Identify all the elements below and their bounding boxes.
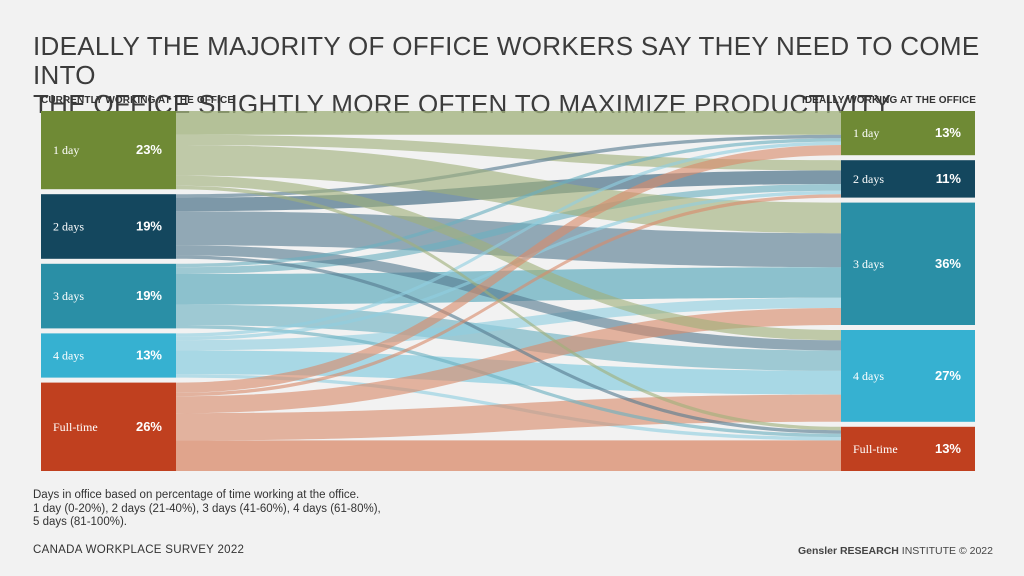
left-node-5: Full-time 26% [41,382,176,471]
footnote-line1: Days in office based on percentage of ti… [33,489,360,501]
left-node-bar [41,111,176,190]
right-node-label: Full-time [853,442,898,456]
right-node-label: 1 day [853,126,879,140]
left-node-1: 1 day 23% [41,111,176,190]
right-node-5: Full-time 13% [841,426,975,471]
brand-rest: INSTITUTE © 2022 [898,545,993,557]
right-node-bar [841,160,975,198]
right-node-4: 4 days 27% [841,330,975,422]
right-node-value: 13% [935,441,961,456]
right-node-value: 11% [936,171,962,186]
left-node-value: 13% [136,348,162,363]
flow-2-to-3 [176,304,841,371]
flow-0-to-3 [176,175,841,341]
flow-2-to-4 [176,325,841,437]
survey-label: CANADA WORKPLACE SURVEY 2022 [33,544,245,556]
left-node-3: 3 days 19% [41,263,176,329]
right-node-3: 3 days 36% [841,202,975,325]
right-node-label: 3 days [853,257,884,271]
right-node-2: 2 days 11% [841,160,975,198]
flow-2-to-0 [176,138,841,268]
right-node-label: 2 days [853,172,884,186]
node-layer: 1 day 23%2 days 19%3 days 19%4 days 13%Full-… [41,111,975,471]
right-node-value: 13% [935,125,961,140]
left-column-heading: CURRENTLY WORKING AT THE OFFICE [41,95,235,106]
right-node-bar [841,330,975,422]
chart-title-line1: IDEALLY THE MAJORITY OF OFFICE WORKERS S… [33,31,980,90]
left-node-4: 4 days 13% [41,333,176,378]
flow-4-to-4 [176,440,841,471]
left-node-value: 23% [136,142,162,157]
left-node-label: 4 days [53,349,84,363]
flow-3-to-0 [176,141,841,337]
left-node-bar [41,194,176,259]
right-node-bar [841,202,975,325]
brand-credit: Gensler RESEARCH INSTITUTE © 2022 [798,545,993,557]
left-node-label: 2 days [53,220,84,234]
right-node-value: 27% [935,368,961,383]
flow-0-to-2 [176,145,841,234]
brand-strong: Gensler RESEARCH [797,545,899,557]
flow-1-to-4 [176,255,841,434]
left-node-bar [41,382,176,471]
flow-layer [176,111,841,471]
right-node-label: 4 days [853,369,884,383]
right-node-1: 1 day 13% [841,111,975,156]
right-column-heading: IDEALLY WORKING AT THE OFFICE [801,95,976,106]
left-node-value: 19% [136,219,162,234]
flow-0-to-0 [176,111,841,135]
flow-4-to-2 [176,308,841,414]
flow-4-to-1 [176,194,841,397]
right-node-bar [841,426,975,471]
left-node-label: Full-time [53,420,98,434]
footnote: Days in office based on percentage of ti… [33,489,381,530]
left-node-bar [41,263,176,329]
flow-4-to-3 [176,394,841,441]
footnote-line2: 1 day (0-20%), 2 days (21-40%), 3 days (… [33,502,381,515]
right-node-value: 36% [935,256,961,271]
flow-2-to-1 [176,184,841,274]
left-node-label: 3 days [53,289,84,303]
left-node-2: 2 days 19% [41,194,176,259]
flow-0-to-4 [176,185,841,431]
right-node-bar [841,111,975,156]
flow-4-to-0 [176,145,841,393]
footnote-line3: 5 days (81-100%). [33,516,127,528]
left-node-value: 19% [136,288,162,303]
left-node-bar [41,333,176,378]
flow-0-to-1 [176,134,841,171]
flow-1-to-3 [176,245,841,351]
left-node-value: 26% [136,419,162,434]
flow-1-to-0 [176,134,841,198]
left-node-label: 1 day [53,143,79,157]
